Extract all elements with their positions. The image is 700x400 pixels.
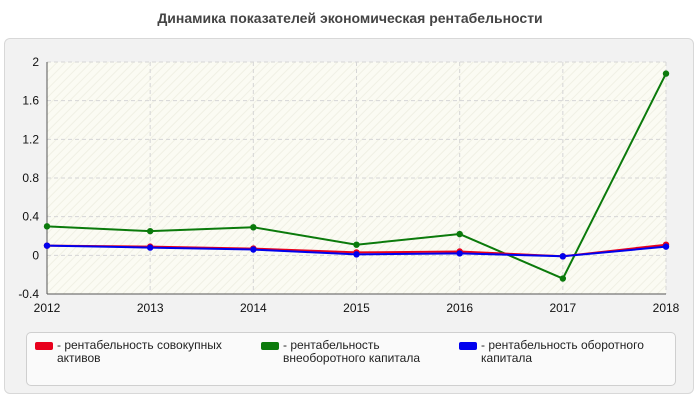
x-tick-labels: 2012 2013 2014 2015 2016 2017 2018 — [34, 301, 680, 315]
legend: - рентабельность совокупных активов - ре… — [26, 332, 676, 386]
y-tick-label: 2 — [32, 55, 39, 69]
y-tick-label: 1.2 — [22, 132, 39, 146]
legend-label: - рентабельность оборотного капитала — [481, 338, 644, 365]
data-point-s1-2016[interactable] — [456, 230, 463, 238]
y-tick-label: 0 — [32, 248, 39, 262]
x-tick-label: 2015 — [343, 301, 370, 315]
series-points — [43, 70, 670, 282]
y-tick-label: 1.6 — [22, 94, 39, 108]
x-tick-label: 2014 — [240, 301, 267, 315]
x-tick-label: 2012 — [34, 301, 61, 315]
x-tick-label: 2017 — [549, 301, 576, 315]
y-tick-labels: -0.4 0 0.4 0.8 1.2 1.6 2 — [18, 55, 39, 301]
x-tick-label: 2018 — [653, 301, 680, 315]
legend-swatch-blue — [459, 342, 477, 350]
data-point-s2-2013[interactable] — [146, 244, 154, 251]
data-point-s2-2014[interactable] — [250, 246, 257, 253]
x-tick-label: 2016 — [446, 301, 473, 315]
data-point-s1-2017[interactable] — [559, 275, 567, 282]
y-tick-label: 0.4 — [22, 210, 39, 224]
legend-swatch-green — [261, 342, 279, 350]
axes — [46, 62, 666, 295]
data-point-s2-2018[interactable] — [662, 243, 670, 250]
data-point-s1-2012[interactable] — [43, 223, 51, 230]
legend-label: - рентабельность внеоборотного капитала — [283, 338, 420, 365]
data-point-s1-2014[interactable] — [250, 224, 257, 231]
data-point-s2-2012[interactable] — [43, 242, 51, 249]
legend-swatch-red — [35, 342, 53, 350]
x-tick-label: 2013 — [137, 301, 164, 315]
data-point-s2-2016[interactable] — [456, 250, 463, 257]
legend-label: - рентабельность совокупных активов — [57, 338, 222, 365]
y-tick-label: -0.4 — [18, 287, 39, 301]
chart-title: Динамика показателей экономическая рента… — [157, 10, 543, 26]
data-point-s2-2017[interactable] — [559, 253, 567, 260]
y-tick-label: 0.8 — [22, 171, 39, 185]
data-point-s1-2013[interactable] — [146, 227, 154, 235]
data-point-s1-2018[interactable] — [662, 70, 670, 77]
data-point-s1-2015[interactable] — [353, 241, 360, 248]
data-point-s2-2015[interactable] — [353, 251, 360, 258]
